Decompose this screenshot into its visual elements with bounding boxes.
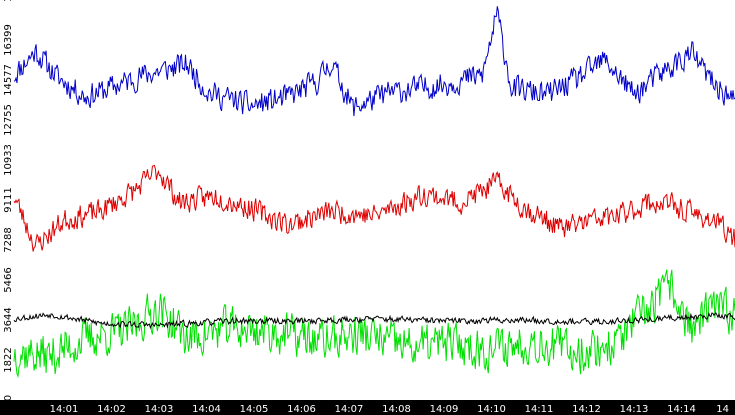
series-layer bbox=[13, 6, 735, 379]
x-tick-label: 14:14 bbox=[667, 404, 696, 415]
x-tick-label: 14:05 bbox=[240, 404, 269, 415]
x-tick-label: 14:13 bbox=[620, 404, 649, 415]
y-tick-label: 9111 bbox=[3, 187, 14, 212]
y-tick-label: 0 bbox=[3, 395, 14, 401]
series-line-2 bbox=[13, 164, 735, 252]
y-tick-label: 1822 bbox=[3, 347, 14, 372]
y-tick-labels: 0 1822 3644 5466 7288 9111 10933 12755 14577 1639… bbox=[3, 0, 14, 401]
x-tick-label: 14:04 bbox=[192, 404, 221, 415]
y-tick-label: 14577 bbox=[3, 64, 14, 96]
y-axis-band bbox=[0, 0, 14, 400]
x-axis-band bbox=[0, 400, 735, 415]
x-tick-label: 14:01 bbox=[50, 404, 79, 415]
series-line-4 bbox=[13, 311, 735, 330]
x-tick-label: 14:06 bbox=[287, 404, 316, 415]
x-tick-labels: 14:01 14:02 14:03 14:04 14:05 14:06 14:07 14:08… bbox=[50, 404, 729, 415]
y-tick-label: 18222 bbox=[3, 0, 14, 2]
y-tick-label: 12755 bbox=[3, 104, 14, 136]
y-tick-label: 7288 bbox=[3, 227, 14, 252]
series-line-1 bbox=[13, 6, 735, 117]
x-tick-label: 14:10 bbox=[477, 404, 506, 415]
series-line-3 bbox=[13, 269, 735, 379]
x-tick-label: 14:09 bbox=[430, 404, 459, 415]
y-tick-label: 5466 bbox=[3, 267, 14, 292]
y-tick-label: 10933 bbox=[3, 144, 14, 176]
y-tick-label: 3644 bbox=[3, 307, 14, 332]
x-tick-label: 14 bbox=[716, 404, 729, 415]
x-tick-label: 14:12 bbox=[572, 404, 601, 415]
x-tick-label: 14:02 bbox=[97, 404, 126, 415]
x-tick-label: 14:08 bbox=[382, 404, 411, 415]
y-tick-label: 16399 bbox=[3, 24, 14, 56]
x-tick-label: 14:07 bbox=[335, 404, 364, 415]
x-tick-label: 14:03 bbox=[145, 404, 174, 415]
x-tick-label: 14:11 bbox=[525, 404, 554, 415]
